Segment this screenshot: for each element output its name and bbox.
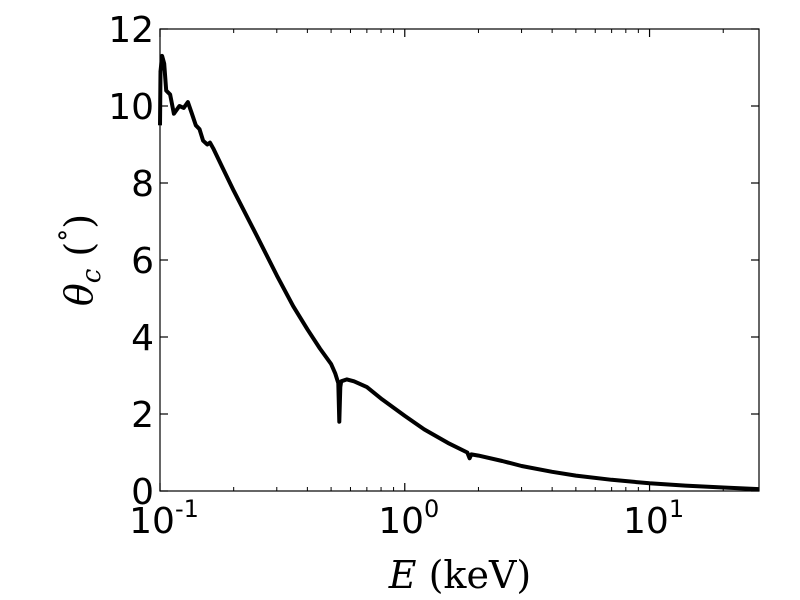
x-tick-label: 100 — [378, 495, 439, 542]
x-tick-label: 10-1 — [129, 495, 199, 542]
series-group — [158, 53, 760, 492]
x-tick-label: 101 — [623, 495, 684, 542]
y-tick-label: 8 — [131, 164, 154, 205]
y-tick-label: 2 — [131, 395, 154, 436]
svg-text:θc (°): θc (°) — [55, 214, 107, 306]
y-tick-label: 4 — [131, 318, 154, 359]
plot-frame — [159, 28, 760, 492]
y-tick-label: 6 — [131, 241, 154, 282]
x-axis-label: E (keV) — [388, 553, 531, 597]
y-tick-label: 10 — [108, 87, 154, 128]
y-tick-label: 0 — [131, 472, 154, 513]
y-axis: 0 2 4 6 8 10 12 — [108, 10, 759, 513]
x-axis: 10-1 100 101 — [129, 29, 724, 542]
series-line — [158, 53, 760, 492]
y-axis-label: θc (°) — [55, 214, 107, 306]
y-tick-label: 12 — [108, 10, 154, 51]
